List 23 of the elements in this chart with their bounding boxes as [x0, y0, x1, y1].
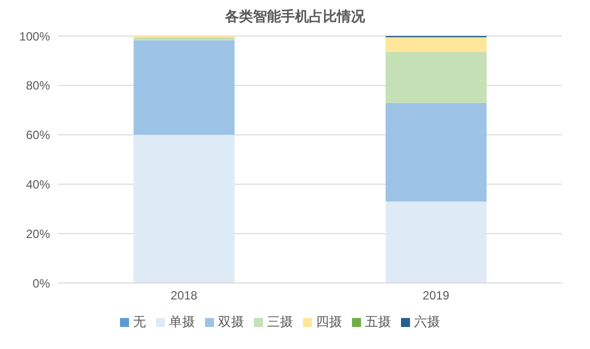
y-tick-label: 80%: [26, 78, 50, 93]
legend-label: 四摄: [316, 314, 342, 329]
y-tick-label: 0%: [32, 276, 50, 290]
bar: [134, 37, 235, 40]
y-tick-label: 40%: [26, 177, 50, 192]
bar: [134, 40, 235, 135]
y-tick-label: 100%: [19, 29, 50, 44]
x-tick-label: 2018: [170, 288, 198, 303]
bar: [386, 102, 487, 202]
bar: [386, 37, 487, 52]
bar: [134, 134, 235, 283]
y-tick-label: 60%: [26, 128, 50, 142]
legend-label: 无: [133, 314, 146, 329]
chart-title: 各类智能手机占比情况: [224, 8, 366, 26]
bar: [386, 201, 487, 283]
x-tick-label: 2019: [422, 288, 450, 303]
legend-label: 三摄: [267, 314, 293, 329]
legend-label: 五摄: [365, 314, 391, 329]
y-tick-label: 20%: [26, 226, 50, 241]
legend-label: 双摄: [218, 314, 244, 329]
legend-label: 六摄: [414, 314, 440, 329]
bar: [386, 52, 487, 103]
legend-label: 单摄: [169, 314, 195, 329]
